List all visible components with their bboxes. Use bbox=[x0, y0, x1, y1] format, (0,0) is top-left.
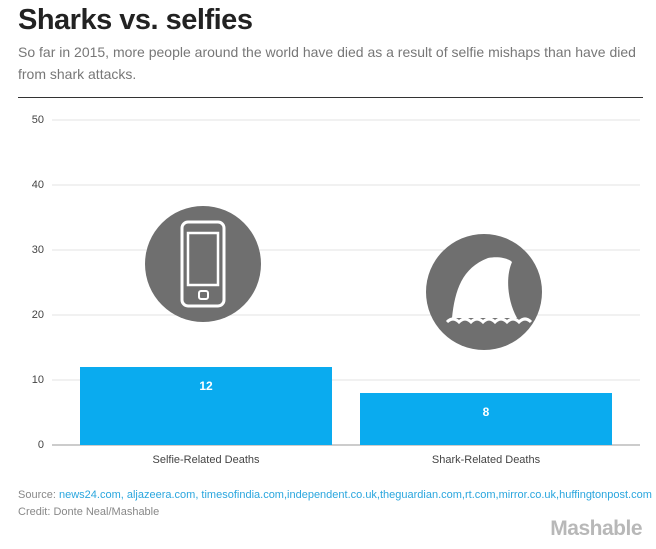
phone-screen bbox=[186, 231, 220, 287]
y-tick-label: 30 bbox=[32, 244, 44, 256]
y-tick-label: 40 bbox=[32, 179, 44, 191]
brand-logo: Mashable bbox=[550, 517, 642, 540]
y-tick-label: 50 bbox=[32, 114, 44, 126]
phone-icon bbox=[180, 220, 226, 308]
icon-circle bbox=[145, 206, 261, 322]
y-tick-label: 0 bbox=[38, 439, 44, 451]
y-tick-label: 10 bbox=[32, 374, 44, 386]
fin-icon bbox=[452, 257, 517, 318]
chart-subtitle: So far in 2015, more people around the w… bbox=[18, 44, 636, 82]
chart-title: Sharks vs. selfies bbox=[18, 4, 253, 36]
x-tick-label: Selfie-Related Deaths bbox=[152, 454, 260, 466]
source-links[interactable]: news24.com, aljazeera.com, timesofindia.… bbox=[58, 489, 652, 501]
bar bbox=[360, 393, 612, 445]
credit: Credit: Donte Neal/Mashable bbox=[18, 506, 160, 518]
value-label: 8 bbox=[483, 405, 490, 419]
bar bbox=[80, 367, 332, 445]
value-label: 12 bbox=[199, 379, 213, 393]
x-tick-label: Shark-Related Deaths bbox=[432, 454, 541, 466]
source-label: Source: bbox=[18, 489, 56, 501]
phone-button bbox=[198, 290, 209, 300]
source: Source: news24.com, aljazeera.com, times… bbox=[18, 489, 652, 501]
divider bbox=[18, 97, 643, 98]
wave-icon bbox=[445, 317, 533, 325]
icons bbox=[145, 206, 542, 350]
y-tick-label: 20 bbox=[32, 309, 44, 321]
